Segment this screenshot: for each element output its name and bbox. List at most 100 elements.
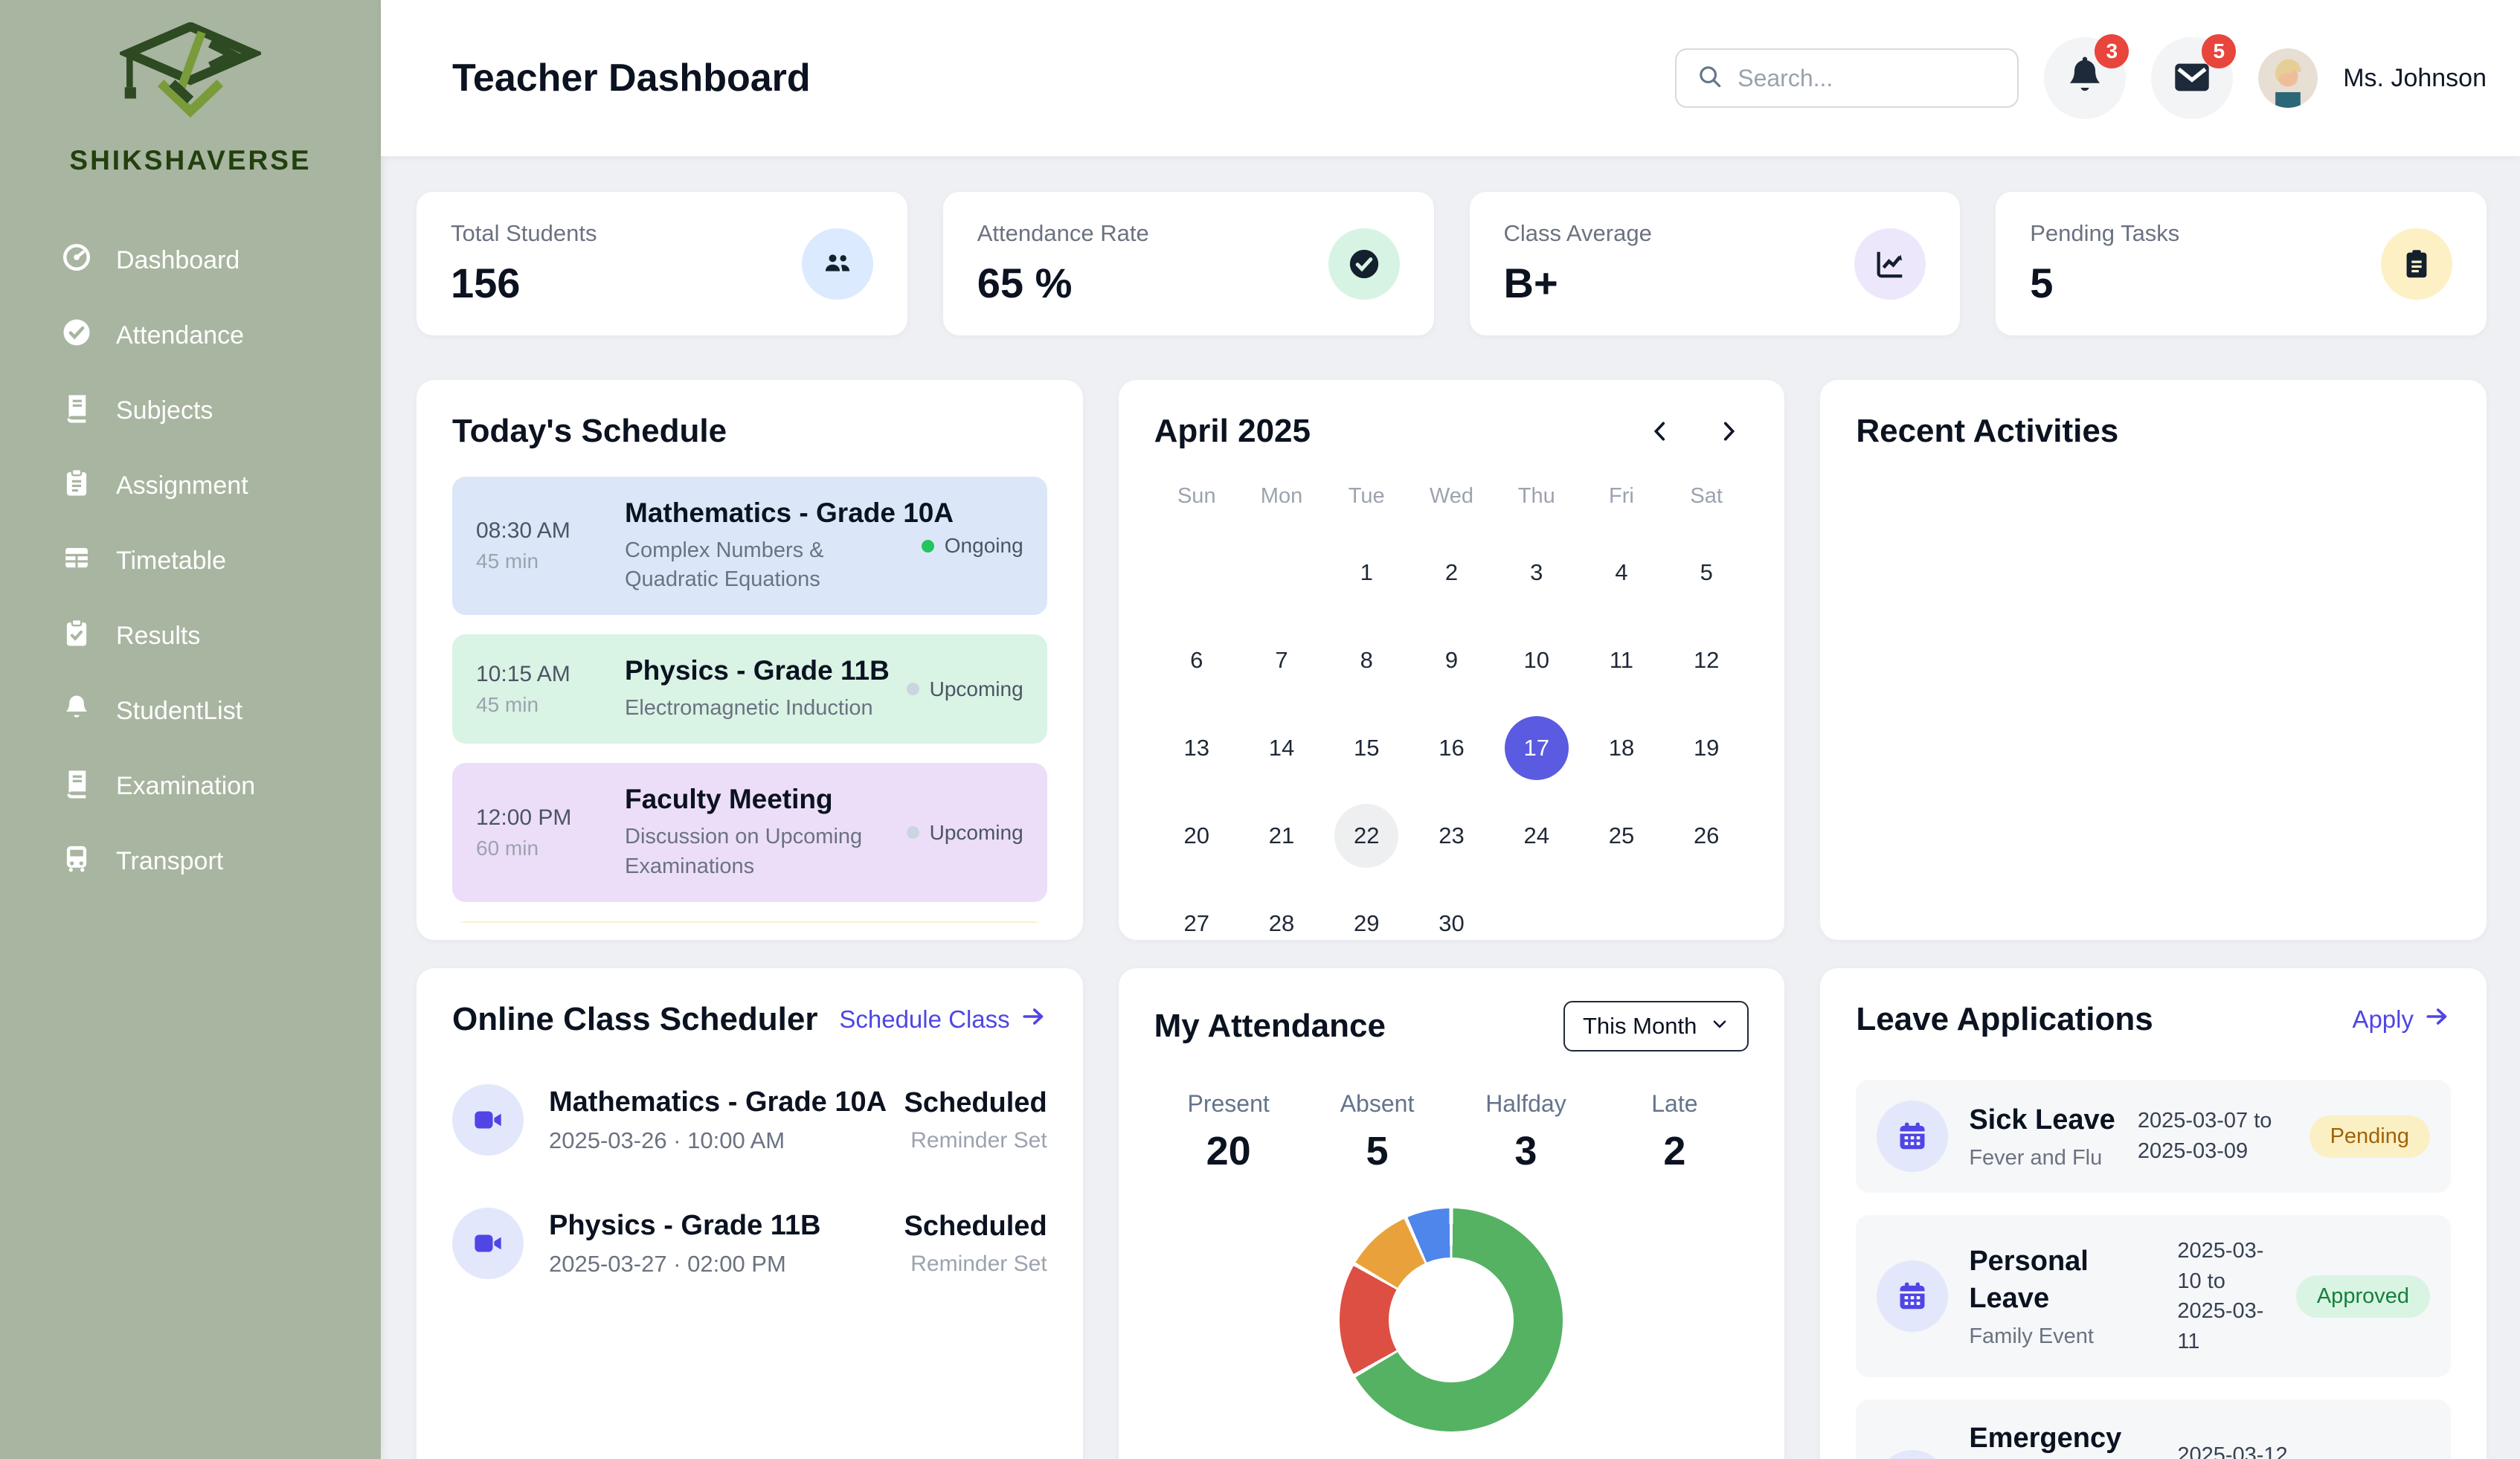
- sidebar-item-label: StudentList: [116, 697, 243, 725]
- leave-type: Sick Leave: [1969, 1104, 2115, 1136]
- calendar-day[interactable]: 9: [1444, 647, 1459, 673]
- schedule-item: 08:30 AM 45 min Mathematics - Grade 10A …: [452, 477, 1047, 616]
- stat-label: Attendance Rate: [977, 220, 1149, 246]
- calendar-prev-button[interactable]: [1648, 419, 1673, 444]
- calendar-day[interactable]: 23: [1439, 822, 1465, 848]
- sidebar-item-examination[interactable]: Examination: [61, 767, 381, 805]
- user-name: Ms. Johnson: [2343, 63, 2487, 92]
- attendance-stat: Late 2: [1600, 1090, 1749, 1174]
- sidebar-item-timetable[interactable]: Timetable: [61, 542, 381, 580]
- scheduled-class-row: Mathematics - Grade 10A 2025-03-26 · 10:…: [452, 1084, 1047, 1156]
- notifications-button[interactable]: 3: [2044, 34, 2130, 119]
- calendar-day[interactable]: 27: [1183, 910, 1209, 936]
- schedule-title: Physics - Grade 11B: [625, 655, 890, 686]
- calendar-icon: [1877, 1260, 1949, 1333]
- card-title: Leave Applications: [1856, 1001, 2153, 1037]
- calendar-day[interactable]: 15: [1353, 735, 1380, 761]
- leave-row: Sick Leave Fever and Flu 2025-03-07 to 2…: [1856, 1080, 2451, 1193]
- calendar-day[interactable]: 18: [1608, 735, 1635, 761]
- calendar-day[interactable]: [1154, 529, 1239, 616]
- weekday-label: Fri: [1609, 484, 1634, 508]
- calendar-day[interactable]: 20: [1183, 822, 1209, 848]
- stat-value: 156: [451, 260, 521, 306]
- sidebar-item-attendance[interactable]: Attendance: [61, 317, 381, 355]
- calendar-day[interactable]: [1664, 880, 1749, 940]
- calendar-day[interactable]: 24: [1523, 822, 1549, 848]
- apply-leave-link[interactable]: Apply: [2352, 1003, 2451, 1036]
- card-title: Recent Activities: [1856, 413, 2119, 449]
- calendar-day[interactable]: 14: [1268, 735, 1295, 761]
- calendar-day[interactable]: 11: [1609, 647, 1634, 673]
- schedule-item: 12:00 PM 60 min Faculty Meeting Discussi…: [452, 763, 1047, 902]
- calendar-day[interactable]: 3: [1530, 559, 1543, 585]
- schedule-item: 10:15 AM 45 min Physics - Grade 11B Elec…: [452, 634, 1047, 744]
- calendar-day[interactable]: [1239, 529, 1324, 616]
- calendar-day[interactable]: 29: [1353, 910, 1380, 936]
- attendance-donut: [1340, 1208, 1563, 1431]
- sidebar-item-transport[interactable]: Transport: [61, 843, 381, 880]
- class-note: Reminder Set: [910, 1251, 1047, 1276]
- sidebar-item-label: Examination: [116, 772, 256, 800]
- calendar-day[interactable]: 30: [1439, 910, 1465, 936]
- calendar-day[interactable]: 26: [1693, 822, 1720, 848]
- class-status: Scheduled: [904, 1086, 1047, 1118]
- attendance-stat-value: 20: [1206, 1129, 1251, 1173]
- calendar-day[interactable]: 7: [1275, 647, 1288, 673]
- calendar-day[interactable]: 21: [1268, 822, 1295, 848]
- calendar-day[interactable]: [1579, 880, 1664, 940]
- sidebar: SHIKSHAVERSE Dashboard Attendance Subjec…: [0, 0, 381, 1459]
- sidebar-item-studentlist[interactable]: StudentList: [61, 692, 381, 730]
- schedule-subtitle: Electromagnetic Induction: [625, 696, 873, 721]
- filter-value: This Month: [1582, 1013, 1697, 1039]
- sidebar-item-dashboard[interactable]: Dashboard: [61, 242, 381, 280]
- calendar-day[interactable]: 1: [1360, 559, 1373, 585]
- search-input[interactable]: [1738, 64, 1999, 92]
- avatar[interactable]: [2258, 48, 2318, 108]
- calendar-day[interactable]: 2: [1444, 559, 1459, 585]
- calendar-weekdays: Sun Mon Tue Wed Thu Fri Sat: [1154, 484, 1749, 529]
- stat-card-pending-tasks: Pending Tasks 5: [1996, 192, 2487, 335]
- card-title: My Attendance: [1154, 1008, 1386, 1044]
- month-filter-select[interactable]: This Month: [1563, 1001, 1749, 1051]
- card-title: Online Class Scheduler: [452, 1001, 818, 1037]
- calendar-day[interactable]: 22: [1324, 792, 1409, 880]
- calendar-day[interactable]: [1494, 880, 1579, 940]
- weekday-label: Sat: [1690, 484, 1723, 508]
- class-datetime: 2025-03-27 · 02:00 PM: [549, 1250, 786, 1277]
- calendar-day[interactable]: 8: [1360, 647, 1373, 673]
- attendance-stat-label: Halfday: [1485, 1090, 1566, 1117]
- stat-label: Total Students: [451, 220, 597, 246]
- calendar-day[interactable]: 16: [1439, 735, 1465, 761]
- table-icon: [61, 542, 92, 580]
- messages-button[interactable]: 5: [2151, 34, 2237, 119]
- calendar-day[interactable]: 17: [1494, 704, 1579, 792]
- attendance-stat-value: 3: [1514, 1129, 1537, 1173]
- sidebar-item-results[interactable]: Results: [61, 617, 381, 655]
- leave-reason: Fever and Flu: [1969, 1146, 2103, 1170]
- schedule-class-link[interactable]: Schedule Class: [839, 1003, 1047, 1036]
- bell-icon: [61, 692, 92, 730]
- sidebar-item-subjects[interactable]: Subjects: [61, 392, 381, 430]
- calendar-day[interactable]: 19: [1693, 735, 1720, 761]
- sidebar-item-label: Timetable: [116, 547, 227, 575]
- calendar-grid: 1 2 3 4: [1154, 529, 1749, 940]
- calendar-day[interactable]: 6: [1190, 647, 1203, 673]
- calendar-day[interactable]: 28: [1268, 910, 1295, 936]
- stat-value: B+: [1503, 260, 1558, 306]
- calendar-day[interactable]: 4: [1615, 559, 1628, 585]
- calendar-day[interactable]: 12: [1693, 647, 1720, 673]
- calendar-day[interactable]: 25: [1608, 822, 1635, 848]
- book-icon: [61, 392, 92, 430]
- calendar-day[interactable]: 10: [1523, 647, 1549, 673]
- schedule-subtitle: Discussion on Upcoming Examinations: [625, 825, 863, 878]
- calendar-next-button[interactable]: [1716, 419, 1741, 444]
- calendar-card: April 2025 Sun Mon Tue Wed Thu Fri Sat: [1118, 380, 1785, 940]
- stat-card-total-students: Total Students 156: [417, 192, 907, 335]
- arrow-right-icon: [2424, 1003, 2451, 1036]
- page-title: Teacher Dashboard: [452, 57, 811, 100]
- calendar-day[interactable]: 13: [1183, 735, 1209, 761]
- calendar-day[interactable]: 5: [1700, 559, 1713, 585]
- sidebar-item-assignment[interactable]: Assignment: [61, 467, 381, 505]
- stat-value: 65 %: [977, 260, 1073, 306]
- status-dot: [906, 683, 919, 696]
